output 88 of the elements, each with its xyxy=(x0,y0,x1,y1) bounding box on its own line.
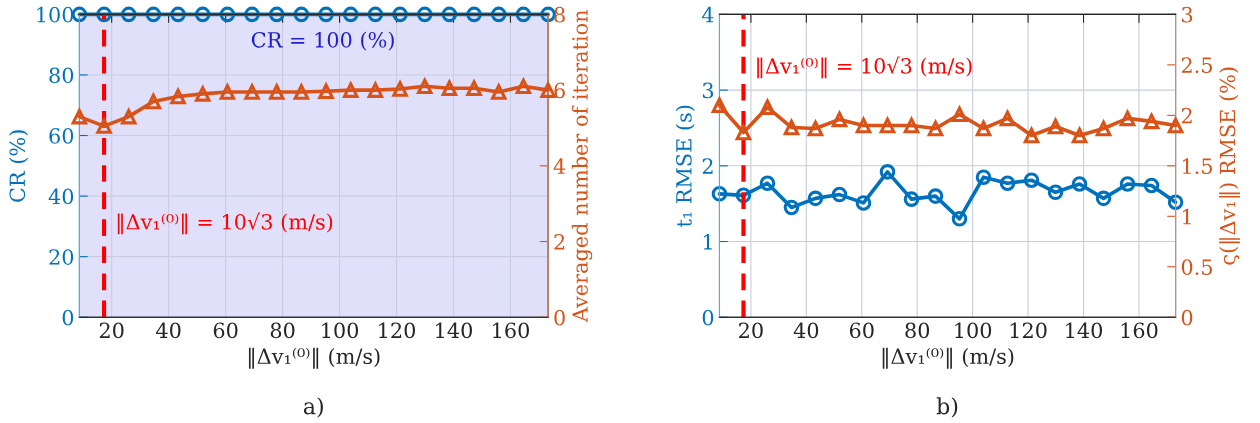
point xyxy=(951,211,968,227)
x-tick-label: 140 xyxy=(1066,322,1103,339)
x-tick-label: 60 xyxy=(213,322,238,339)
y2-tick-label: 0 xyxy=(1181,309,1193,326)
point xyxy=(1143,177,1160,194)
point xyxy=(903,191,920,207)
point xyxy=(927,188,944,204)
point xyxy=(441,80,458,96)
point xyxy=(268,84,285,100)
y-axis-title: CR (%) xyxy=(9,130,29,202)
point xyxy=(831,186,848,203)
point xyxy=(169,86,187,105)
annotation: ‖Δv₁⁽⁰⁾‖ = 10√3 (m/s) xyxy=(117,212,333,235)
point xyxy=(144,91,162,110)
point xyxy=(1047,184,1064,201)
y2-tick-label: 1.5 xyxy=(1182,158,1212,175)
point xyxy=(342,82,359,98)
y-axis-title: t₁ RMSE (s) xyxy=(675,105,695,227)
y-tick-label: 4 xyxy=(701,6,714,23)
y2-tick-label: 8 xyxy=(554,6,565,23)
y2-tick-label: 0 xyxy=(554,309,565,326)
x-tick-label: 160 xyxy=(1121,322,1158,339)
x-tick-label: 20 xyxy=(99,322,124,339)
x-tick-label: 40 xyxy=(793,322,819,339)
point xyxy=(490,84,507,100)
x-tick-label: 80 xyxy=(270,322,295,339)
point xyxy=(194,86,211,102)
point xyxy=(219,84,236,100)
point xyxy=(759,175,776,192)
annotation: CR = 100 (%) xyxy=(251,31,394,51)
point xyxy=(96,118,112,134)
y2-tick-label: 4 xyxy=(553,158,566,174)
y2-tick-label: 6 xyxy=(554,82,565,99)
x-tick-label: 100 xyxy=(322,322,359,339)
point xyxy=(783,199,800,216)
point xyxy=(711,186,728,202)
point xyxy=(999,175,1016,192)
x-tick-label: 20 xyxy=(739,322,763,339)
point xyxy=(1095,190,1112,207)
x-tick-label: 160 xyxy=(493,322,529,339)
y-tick-label: 0 xyxy=(62,309,74,326)
y-tick-label: 0 xyxy=(702,309,714,326)
point xyxy=(1119,176,1136,192)
point xyxy=(1167,194,1184,210)
x-tick-label: 120 xyxy=(1010,322,1047,339)
y2-tick-label: 3 xyxy=(1182,6,1193,23)
text: a) xyxy=(303,397,323,418)
text: b) xyxy=(936,397,958,418)
y2-tick-label: 2.5 xyxy=(1181,57,1212,74)
point xyxy=(367,82,384,98)
point xyxy=(293,84,310,100)
x-tick-label: 60 xyxy=(849,322,874,339)
point xyxy=(855,195,872,211)
y-tick-label: 1 xyxy=(703,233,712,250)
x-tick-label: 140 xyxy=(436,322,472,339)
point xyxy=(975,169,992,185)
point xyxy=(416,76,434,95)
x-tick-label: 40 xyxy=(156,322,181,339)
y-tick-label: 80 xyxy=(49,67,74,84)
point xyxy=(392,81,408,97)
point xyxy=(1071,176,1088,192)
y2-tick-label: 0.5 xyxy=(1181,259,1212,275)
point xyxy=(71,108,88,125)
y-tick-label: 100 xyxy=(37,6,74,23)
y2-axis-title: Averaged number of iteration xyxy=(571,10,593,323)
point xyxy=(879,164,896,180)
y-tick-label: 60 xyxy=(49,127,74,144)
y2-tick-label: 2 xyxy=(1181,107,1192,124)
y2-axis-title: ς(‖Δv₁‖) RMSE (%) xyxy=(1219,67,1240,265)
annotation: ‖Δv₁⁽⁰⁾‖ = 10√3 (m/s) xyxy=(757,56,972,79)
point xyxy=(514,76,532,95)
y-tick-label: 3 xyxy=(702,82,714,99)
point xyxy=(120,108,137,125)
y-tick-label: 40 xyxy=(48,188,74,205)
x-tick-label: 80 xyxy=(905,322,930,339)
point xyxy=(807,190,824,207)
point xyxy=(244,84,260,100)
point xyxy=(466,80,482,96)
y2-tick-label: 2 xyxy=(554,233,565,250)
x-axis-title: ‖Δv₁⁽⁰⁾‖ (m/s) xyxy=(248,347,380,369)
y2-tick-label: 1 xyxy=(1182,208,1191,225)
point xyxy=(1023,172,1040,188)
y-tick-label: 2 xyxy=(702,158,713,174)
x-tick-label: 100 xyxy=(955,322,992,339)
y-tick-label: 20 xyxy=(49,249,74,265)
point xyxy=(318,83,334,100)
x-tick-label: 120 xyxy=(379,322,416,339)
x-axis-title: ‖Δv₁⁽⁰⁾‖ (m/s) xyxy=(882,347,1014,369)
